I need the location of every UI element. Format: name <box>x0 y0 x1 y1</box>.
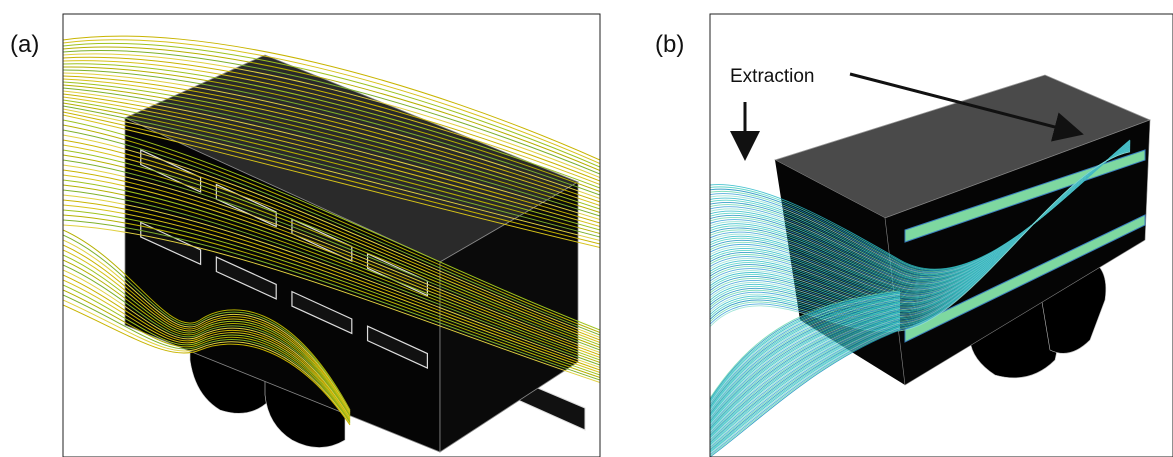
annotation: Extraction <box>730 66 814 87</box>
panel-label: (b) <box>655 31 684 58</box>
panel-a-image <box>63 14 600 457</box>
figure-canvas: (a) (b) Extraction <box>0 0 1173 457</box>
panel-label: (a) <box>10 31 39 58</box>
figure: (a) (b) Extraction <box>0 0 1173 457</box>
